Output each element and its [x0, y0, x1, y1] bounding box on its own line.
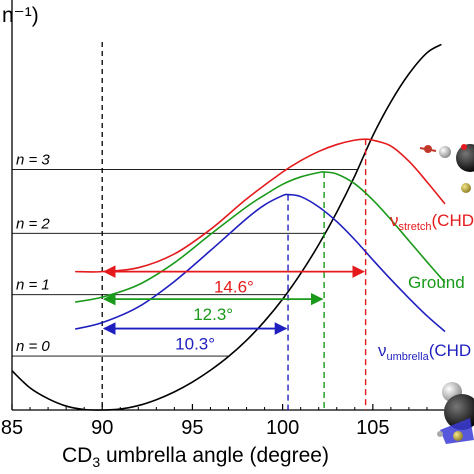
- level-label-1: n = 1: [16, 277, 50, 294]
- x-ticks-layer: 85 90 95 100 105: [1, 404, 446, 439]
- angle-arrow-label-0: 14.6°: [214, 278, 254, 297]
- labels-layer: n = 0 n = 1 n = 2 n = 3 νstretch(CHD Ground νu…: [16, 152, 474, 363]
- stretch-arrow: [419, 147, 437, 152]
- x-axis-label-prefix: CD: [62, 444, 92, 467]
- series-curve-0: [75, 138, 446, 273]
- x-axis-label-rest: umbrella angle (degree): [100, 444, 329, 467]
- potential-curve-layer: [11, 43, 442, 411]
- angle-arrows-layer: [102, 265, 365, 335]
- umbrella-plane: [440, 418, 474, 444]
- potential-curve: [11, 43, 442, 411]
- series-layer: [74, 138, 446, 410]
- x-tick-label-4: 105: [356, 417, 389, 439]
- red-marker-top: [461, 144, 467, 150]
- level-label-0: n = 0: [16, 338, 50, 355]
- series-curve-2: [74, 193, 446, 333]
- level-label-2: n = 2: [16, 215, 50, 232]
- series-label-0: νstretch(CHD: [390, 211, 474, 233]
- series-curve-1: [75, 171, 446, 303]
- carbon-atom-top: [456, 144, 474, 172]
- x-tick-label-1: 90: [91, 417, 113, 439]
- molecule-illustrations: [419, 144, 474, 444]
- x-axis-label: CD3 umbrella angle (degree): [62, 444, 329, 470]
- x-tick-label-2: 95: [181, 417, 203, 439]
- deuterium-atom-bottom-2: [437, 431, 443, 437]
- angle-arrow-label-1: 12.3°: [193, 305, 233, 324]
- deuterium-atom-top: [461, 183, 471, 193]
- series-label-1: Ground: [408, 273, 465, 292]
- series-label-2: νumbrella(CHD: [378, 341, 471, 363]
- angle-arrow-label-2: 10.3°: [175, 335, 215, 354]
- level-label-3: n = 3: [16, 152, 50, 169]
- deuterium-atom-bottom: [453, 431, 463, 441]
- x-tick-label-0: 85: [1, 417, 23, 439]
- x-tick-label-3: 100: [266, 417, 299, 439]
- x-axis-label-subscript: 3: [92, 454, 100, 470]
- y-axis-label-fragment: n⁻¹): [2, 4, 39, 27]
- hydrogen-atom-top: [439, 146, 451, 158]
